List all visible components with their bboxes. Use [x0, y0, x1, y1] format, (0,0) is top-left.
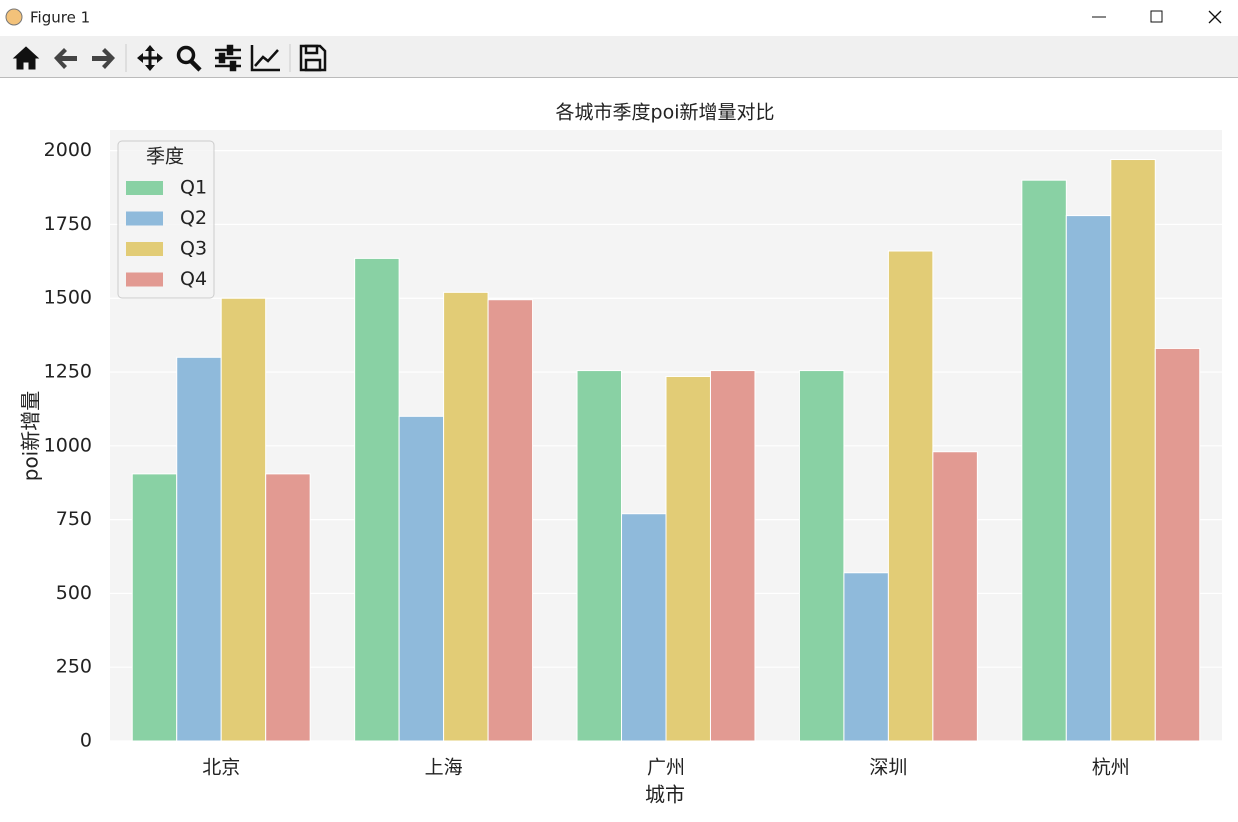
save-button[interactable]	[299, 44, 327, 72]
bar	[487, 299, 534, 742]
bar	[354, 257, 400, 742]
legend-swatch	[126, 181, 163, 195]
window-title: Figure 1	[30, 9, 90, 27]
bar	[176, 356, 222, 742]
x-tick-label: 杭州	[1092, 757, 1130, 779]
forward-button[interactable]	[92, 48, 115, 69]
y-tick-label: 250	[56, 656, 92, 678]
x-tick-label: 深圳	[869, 757, 907, 779]
y-tick-label: 1250	[44, 361, 92, 383]
y-tick-label: 1750	[44, 213, 92, 235]
y-tick-label: 2000	[44, 139, 92, 161]
bar	[443, 291, 489, 742]
toolbar	[0, 36, 1238, 77]
maximize-button[interactable]	[1150, 10, 1163, 23]
bar	[1110, 159, 1156, 742]
x-tick-label: 上海	[425, 757, 463, 779]
legend-label: Q1	[180, 177, 207, 199]
legend-label: Q2	[180, 207, 207, 229]
legend-label: Q4	[180, 268, 207, 290]
x-tick-label: 广州	[647, 757, 685, 779]
app-icon	[5, 8, 23, 26]
configure-button[interactable]	[215, 44, 241, 72]
bar	[398, 415, 445, 742]
legend-box	[117, 140, 215, 299]
legend: 季度 Q1 Q2 Q3 Q4	[117, 140, 215, 299]
y-axis-label: poi新增量	[19, 391, 43, 482]
bar	[1065, 215, 1112, 742]
back-button[interactable]	[54, 48, 77, 69]
bar	[932, 451, 978, 742]
x-axis-label: 城市	[645, 783, 685, 807]
x-tick-label: 北京	[202, 757, 240, 779]
legend-swatch	[126, 272, 163, 287]
pan-button[interactable]	[137, 45, 163, 71]
bar	[621, 513, 667, 742]
edit-axes-button[interactable]	[250, 45, 280, 72]
bar	[1021, 179, 1067, 742]
bar	[265, 473, 311, 742]
y-tick-label: 0	[80, 730, 92, 752]
bar	[709, 370, 756, 742]
home-button[interactable]	[12, 46, 40, 70]
bar	[220, 297, 267, 742]
legend-swatch	[126, 211, 163, 226]
legend-swatch	[126, 242, 163, 256]
bar	[665, 375, 711, 742]
y-tick-label: 500	[56, 582, 92, 604]
bars	[131, 159, 1201, 742]
bar	[798, 370, 845, 742]
bar	[843, 572, 889, 742]
close-button[interactable]	[1208, 10, 1222, 24]
legend-label: Q3	[180, 238, 207, 260]
bar	[887, 250, 934, 742]
legend-title: 季度	[146, 146, 184, 168]
y-tick-label: 1000	[44, 434, 92, 456]
zoom-button[interactable]	[176, 45, 202, 72]
bar	[131, 473, 178, 742]
y-tick-label: 1500	[44, 287, 92, 309]
bar	[576, 370, 623, 742]
chart-title: 各城市季度poi新增量对比	[556, 102, 775, 124]
title-bar	[0, 0, 1238, 36]
y-tick-label: 750	[56, 508, 92, 530]
bar	[1154, 347, 1201, 742]
